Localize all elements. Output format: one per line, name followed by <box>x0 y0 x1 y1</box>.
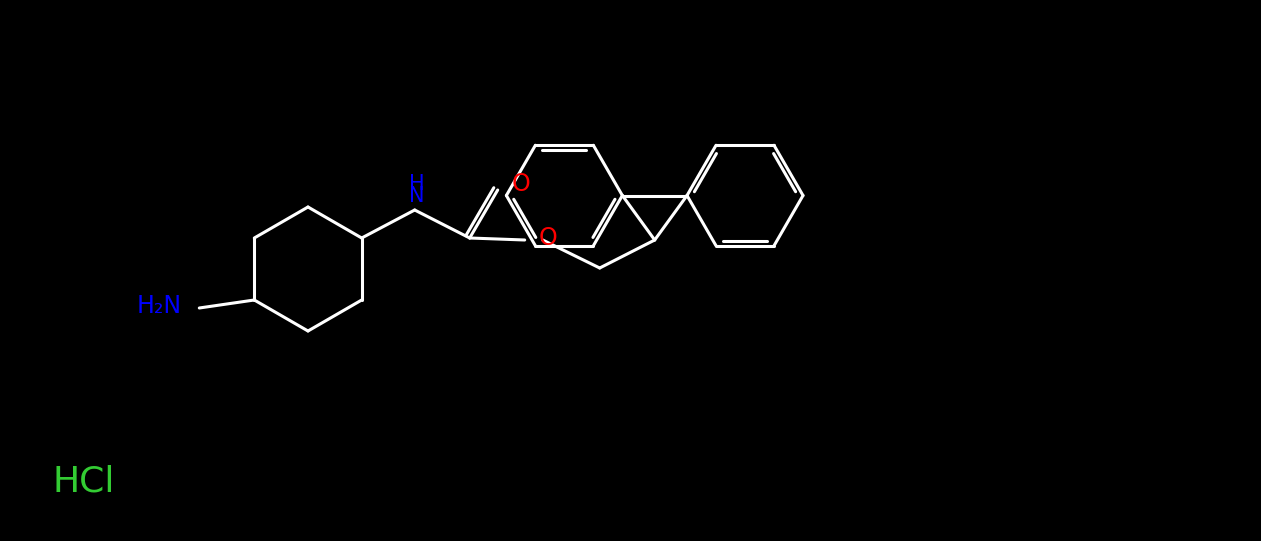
Text: O: O <box>538 226 557 250</box>
Text: N: N <box>409 186 425 206</box>
Text: H: H <box>409 174 425 194</box>
Text: O: O <box>512 172 531 196</box>
Text: H₂N: H₂N <box>136 294 182 318</box>
Text: HCl: HCl <box>52 464 115 498</box>
